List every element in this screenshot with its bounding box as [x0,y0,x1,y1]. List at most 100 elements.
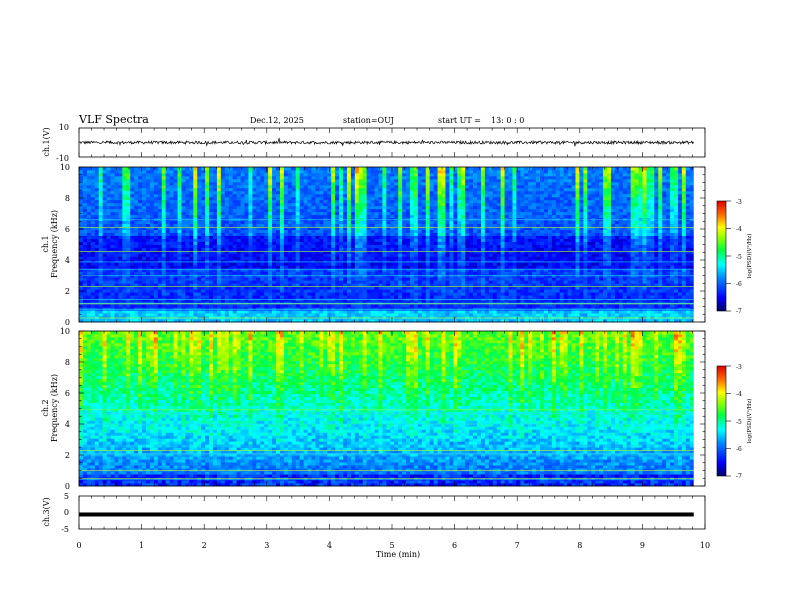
spectrogram-cell [382,238,387,242]
spectrogram-cell [173,181,178,186]
spectrogram-cell [437,214,442,219]
spectrogram-cell [433,172,438,177]
spectrogram-cell [307,280,312,284]
spectrogram-cell [390,202,395,207]
spectrogram-cell [402,208,407,213]
spectrogram-cell [256,211,261,216]
spectrogram-cell [410,235,415,239]
spectrogram-cell [311,265,316,269]
spectrogram-cell [138,238,143,242]
spectrogram-cell [197,313,202,317]
spectrogram-cell [291,169,297,174]
spectrogram-cell [126,187,131,192]
spectrogram-cell [169,292,174,296]
spectrogram-cell [157,238,163,242]
spectrogram-cell [307,250,312,254]
spectrogram-cell [240,190,245,195]
spectrogram-cell [90,169,96,174]
spectrogram-cell [272,169,277,174]
spectrogram-cell [169,247,174,251]
spectrogram-cell [323,199,328,204]
spectrogram-cell [410,229,415,233]
spectrogram-cell [232,238,238,242]
spectrogram-cell [441,241,446,245]
spectrogram-cell [106,250,111,254]
spectrogram-cell [268,184,273,189]
spectrogram-cell [268,247,273,251]
spectrogram-cell [346,238,352,242]
spectrogram-cell [374,268,379,272]
spectrogram-cell [343,247,348,251]
spectrogram-cell [114,253,119,257]
spectrogram-cell [110,181,115,186]
spectrogram-cell [82,292,88,296]
spectrogram-cell [252,280,257,284]
spectrogram-cell [209,208,214,213]
spectrogram-cell [216,244,222,248]
spectrogram-cell [157,220,163,225]
spectrogram-cell [224,226,230,230]
spectrogram-cell [339,193,344,198]
spectrogram-cell [224,196,230,201]
spectrogram-cell [220,211,226,216]
spectrogram-cell [299,167,305,171]
spectrogram-cell [343,292,348,296]
spectrogram-cell [425,187,431,192]
spectrogram-cell [197,205,202,210]
spectrogram-cell [339,238,344,242]
spectrogram-cell [94,259,100,263]
spectrogram-cell [268,211,273,216]
spectrogram-cell [256,175,261,180]
spectrogram-cell [114,232,119,236]
spectrogram-cell [378,295,383,299]
spectrogram-cell [441,187,446,192]
spectrogram-cell [386,235,391,239]
spectrogram-cell [197,301,202,305]
spectrogram-cell [138,202,143,207]
spectrogram-cell [165,250,171,254]
spectrogram-cell [110,304,115,308]
spectrogram-cell [185,226,190,230]
spectrogram-cell [142,196,147,201]
spectrogram-cell [413,238,419,242]
spectrogram-cell [138,244,143,248]
spectrogram-cell [122,214,127,219]
spectrogram-cell [303,235,308,239]
spectrogram-cell [362,202,368,207]
spectrogram-cell [169,211,174,216]
spectrogram-cell [394,283,399,287]
spectrogram-cell [122,310,127,314]
spectrogram-cell [410,193,415,198]
spectrogram-cell [283,247,289,251]
spectrogram-cell [413,220,419,225]
spectrogram-cell [122,244,127,248]
spectrogram-cell [406,178,411,183]
spectrogram-cell [413,265,419,269]
spectrogram-cell [189,184,194,189]
spectrogram-cell [295,259,301,263]
spectrogram-cell [417,193,423,198]
spectrogram-cell [331,202,336,207]
spectrogram-cell [406,250,411,254]
spectrogram-cell [205,313,210,317]
spectrogram-cell [327,187,332,192]
spectrogram-cell [110,199,115,204]
spectrogram-cell [86,187,92,192]
spectrogram-cell [421,280,427,284]
spectrogram-cell [98,184,104,189]
spectrogram-cell [248,211,253,216]
spectrogram-cell [402,235,407,239]
spectrogram-cell [220,199,226,204]
spectrogram-cell [236,205,241,210]
spectrogram-cell [165,301,171,305]
spectrogram-cell [410,283,415,287]
spectrogram-cell [220,295,226,299]
spectrogram-cell [142,292,147,296]
spectrogram-cell [406,280,411,284]
spectrogram-cell [402,202,407,207]
spectrogram-cell [366,286,371,290]
spectrogram-cell [417,178,423,183]
spectrogram-cell [134,193,139,198]
spectrogram-cell [272,205,277,210]
spectrogram-cell [165,241,171,245]
